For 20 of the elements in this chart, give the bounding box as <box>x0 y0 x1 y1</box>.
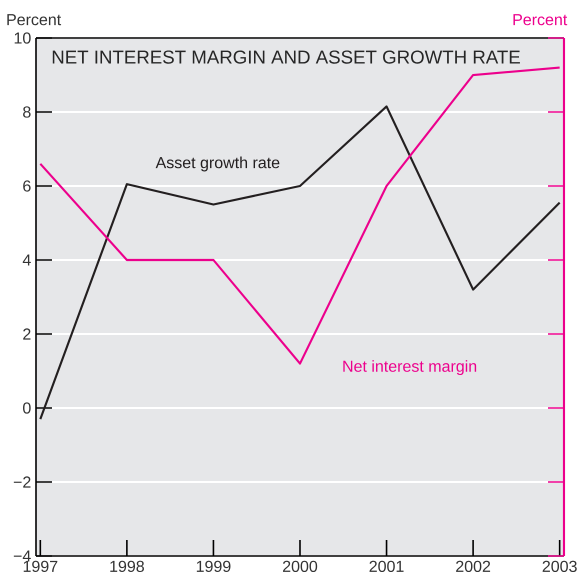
x-tick-label: 2001 <box>370 560 404 572</box>
text: Net interest margin <box>343 360 476 376</box>
x-tick-label: 2000 <box>282 560 318 572</box>
y-tick-label: 2 <box>23 328 30 340</box>
x-tick-label: 1997 <box>24 560 58 572</box>
series-label: Asset growth rate <box>156 156 280 172</box>
y-tick-label: 6 <box>23 180 31 192</box>
y-tick-label: 10 <box>14 32 31 44</box>
x-tick-label: 1998 <box>110 560 144 572</box>
text: NET INTEREST MARGIN AND ASSET GROWTH RATE <box>52 50 520 64</box>
y-tick-label: −4 <box>14 550 31 562</box>
y-tick-label: 0 <box>23 402 31 414</box>
x-tick-label: 2002 <box>456 560 490 572</box>
y2-axis-title: Percent <box>513 14 568 26</box>
y-axis-title: Percent <box>7 14 62 26</box>
x-tick-label: 1999 <box>196 560 230 572</box>
y-tick-label: −2 <box>14 476 30 488</box>
y-tick-label: 4 <box>22 254 31 266</box>
x-tick-label: 2003 <box>542 560 577 572</box>
y-tick-label: 8 <box>23 106 31 118</box>
